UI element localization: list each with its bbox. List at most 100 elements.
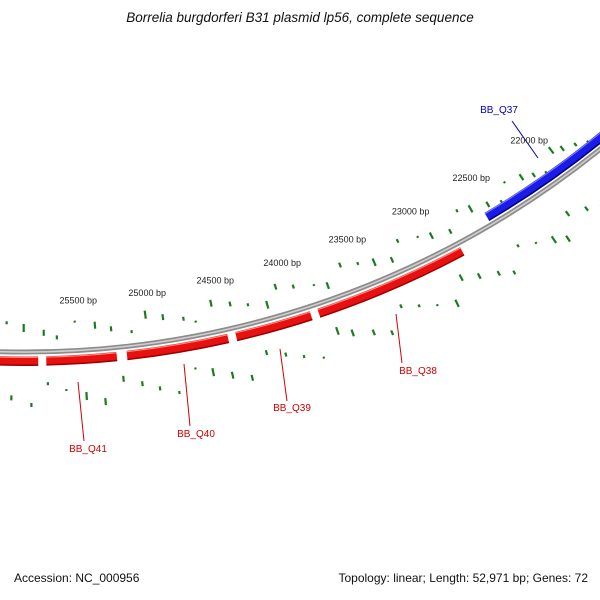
- feature-mark-inner: [325, 281, 330, 290]
- gene-label-bb_q41[interactable]: BB_Q41: [69, 444, 107, 455]
- ruler-tick-label: 22000 bp: [510, 135, 548, 145]
- feature-mark-inner: [455, 208, 459, 213]
- feature-mark-inner: [228, 301, 232, 307]
- ruler-ticks: 22000 bp 22500 bp 23000 bp 23500 bp 24000 bp…: [60, 135, 548, 305]
- feature-mark-outer: [496, 270, 501, 277]
- feature-mark-inner: [161, 314, 165, 321]
- feature-mark-inner: [93, 321, 97, 329]
- feature-mark-outer: [158, 386, 162, 391]
- gene-arc-highlight-bb_q37: [484, 132, 600, 215]
- topology-status: Topology: linear; Length: 52,971 bp; Gen…: [338, 571, 588, 585]
- gene-track: BB_Q37 BB_Q38 BB_Q39 BB_Q40 BB_Q41: [0, 105, 600, 455]
- ruler-tick-label: 23500 bp: [329, 235, 367, 245]
- feature-mark-outer: [435, 303, 439, 307]
- feature-mark-outer: [550, 235, 558, 244]
- feature-mark-outer: [584, 206, 589, 212]
- feature-mark-inner: [485, 201, 491, 208]
- gene-label-bb_q39[interactable]: BB_Q39: [273, 403, 311, 414]
- feature-mark-inner: [559, 145, 565, 152]
- gene-arc-bb_q39[interactable]: [235, 311, 313, 341]
- gene-arc-bb_q38[interactable]: [317, 247, 465, 318]
- ruler-tick-label: 23000 bp: [392, 206, 430, 216]
- feature-mark-outer: [141, 381, 144, 387]
- feature-mark-outer: [417, 304, 421, 308]
- feature-mark-outer: [476, 272, 482, 280]
- feature-mark-outer: [534, 241, 538, 245]
- feature-mark-outer: [104, 398, 107, 406]
- feature-mark-outer: [390, 329, 395, 336]
- ruler-tick-label: 25000 bp: [128, 288, 166, 298]
- ruler-tick-label: 25500 bp: [60, 295, 98, 305]
- gene-arc-highlight-bb_q40: [126, 334, 228, 353]
- feature-mark-inner: [547, 146, 555, 155]
- gene-arc-shadow-bb_q41: [46, 359, 118, 366]
- feature-mark-inner: [448, 228, 453, 235]
- gene-arc-highlight-bb_q38: [317, 247, 461, 311]
- accession-status: Accession: NC_000956: [14, 571, 140, 585]
- feature-mark-outer: [516, 243, 520, 248]
- gene-arc-bb_q37[interactable]: [484, 131, 600, 221]
- feature-mark-outer: [250, 374, 255, 382]
- feature-mark-inner: [265, 300, 270, 309]
- gene-label-bb_q38[interactable]: BB_Q38: [399, 366, 437, 377]
- feature-mark-inner: [395, 238, 400, 244]
- feature-mark-inner: [389, 256, 395, 264]
- gene-arc-shadow-bb_q39: [236, 318, 313, 342]
- gene-label-bb_q40[interactable]: BB_Q40: [177, 429, 215, 440]
- feature-mark-inner: [518, 173, 525, 181]
- feature-mark-outer: [454, 299, 460, 308]
- gene-leader-line-bb_q39: [279, 348, 288, 402]
- feature-mark-inner: [416, 235, 420, 239]
- gene-arc-unlabeled-5[interactable]: [0, 356, 39, 366]
- gene-arc-highlight-bb_q39: [235, 311, 311, 334]
- feature-mark-outer: [85, 391, 88, 401]
- gene-arc-shadow-bb_q40: [127, 341, 230, 361]
- feature-mark-outer: [371, 329, 376, 336]
- feature-mark-outer: [264, 349, 269, 356]
- feature-mark-outer: [399, 303, 403, 309]
- gene-arc-shadow-unlabeled-5: [0, 364, 39, 366]
- feature-mark-inner: [467, 204, 474, 213]
- feature-mark-outer: [284, 352, 288, 357]
- feature-mark-inner: [502, 180, 506, 184]
- feature-mark-outer: [350, 329, 355, 337]
- gene-arc-bb_q41[interactable]: [46, 351, 118, 366]
- feature-mark-inner: [428, 232, 434, 240]
- gene-arc-bb_q40[interactable]: [126, 333, 230, 360]
- feature-mark-outer: [322, 356, 326, 359]
- ruler-tick-label: 24000 bp: [263, 258, 301, 268]
- feature-marks-inner: [5, 139, 590, 340]
- feature-marks-outer: [10, 205, 600, 407]
- feature-mark-outer: [564, 210, 571, 217]
- feature-mark-inner: [531, 172, 537, 178]
- feature-mark-outer: [122, 375, 125, 382]
- gene-leader-line-bb_q40: [183, 363, 191, 427]
- gene-leader-line-bb_q41: [77, 381, 85, 442]
- gene-leader-line-bb_q37: [511, 120, 539, 159]
- feature-mark-inner: [338, 262, 342, 268]
- ruler-tick-label: 22500 bp: [453, 173, 491, 183]
- gene-arc-highlight-bb_q41: [46, 352, 117, 358]
- feature-mark-outer: [211, 367, 216, 377]
- gene-label-bb_q37[interactable]: BB_Q37: [480, 105, 518, 116]
- feature-mark-inner: [356, 261, 360, 266]
- feature-mark-outer: [302, 354, 306, 359]
- plasmid-backbone-highlight: [0, 148, 600, 353]
- feature-mark-inner: [312, 283, 316, 287]
- page-title: Borrelia burgdorferi B31 plasmid lp56, c…: [126, 10, 474, 25]
- feature-mark-inner: [291, 284, 295, 289]
- feature-mark-outer: [230, 371, 235, 379]
- feature-mark-inner: [143, 310, 147, 319]
- feature-mark-outer: [335, 326, 340, 336]
- gene-arc-shadow-bb_q37: [488, 142, 600, 221]
- feature-mark-inner: [209, 299, 213, 307]
- feature-mark-inner: [182, 316, 185, 321]
- feature-mark-outer: [458, 274, 464, 282]
- gene-arc-shadow-bb_q38: [319, 254, 465, 318]
- gene-arc-highlight-unlabeled-5: [0, 356, 39, 358]
- ruler-tick-label: 24500 bp: [197, 276, 235, 286]
- feature-mark-inner: [246, 303, 250, 307]
- feature-mark-inner: [573, 142, 578, 147]
